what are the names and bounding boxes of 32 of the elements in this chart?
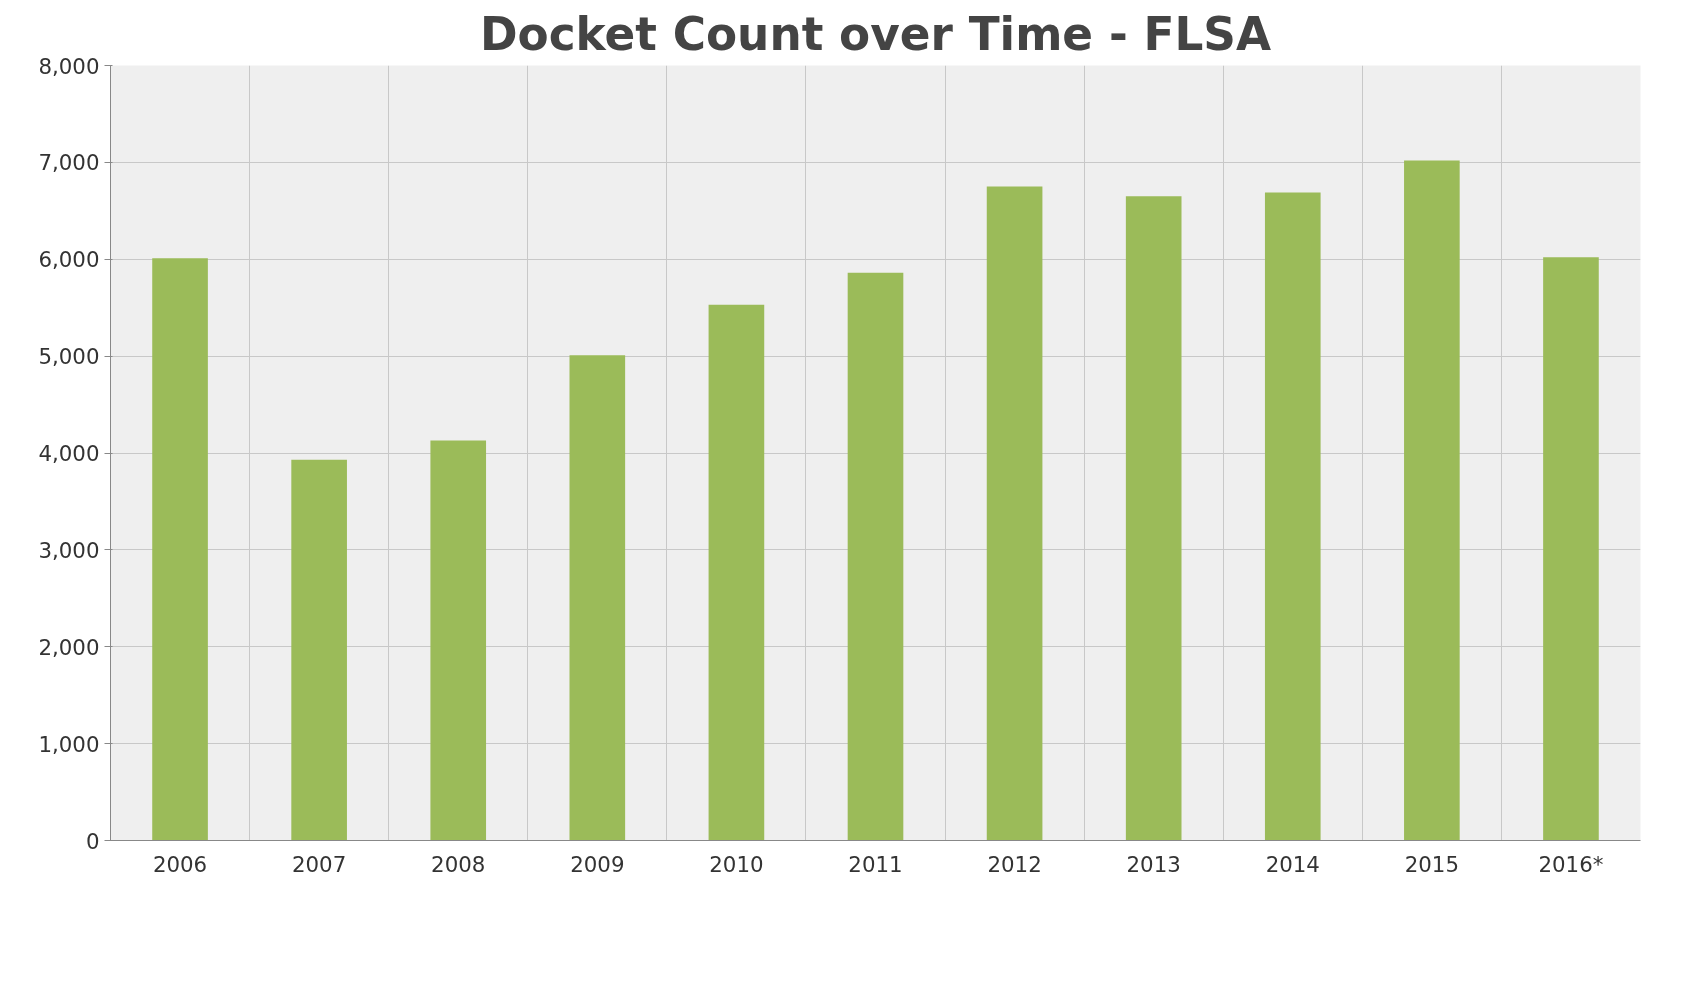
x-tick-label: 2014 — [1265, 851, 1320, 877]
x-tick-label: 2008 — [431, 851, 486, 877]
bar — [152, 258, 208, 841]
bar — [847, 272, 904, 841]
x-tick-label: 2016* — [1538, 851, 1604, 877]
bar — [569, 355, 626, 841]
chart-title: Docket Count over Time - FLSA — [479, 7, 1272, 61]
x-tick-label: 2007 — [292, 851, 347, 877]
y-tick-label: 0 — [85, 828, 100, 854]
x-tick-label: 2006 — [152, 851, 208, 877]
x-tick-label: 2009 — [570, 851, 625, 877]
y-tick-label: 8,000 — [38, 53, 100, 79]
bar — [986, 186, 1043, 841]
x-tick-label: 2013 — [1126, 851, 1181, 877]
y-tick-label: 6,000 — [38, 247, 100, 273]
bar — [1404, 160, 1460, 841]
y-tick-label: 2,000 — [38, 634, 100, 660]
x-tick-label: 2010 — [709, 851, 764, 877]
bar — [1543, 257, 1599, 841]
bar — [430, 440, 487, 841]
y-tick-label: 5,000 — [38, 344, 100, 370]
bar — [708, 304, 765, 841]
x-tick-label: 2012 — [987, 851, 1042, 877]
y-tick-label: 3,000 — [38, 537, 100, 563]
bar — [291, 459, 347, 841]
y-tick-label: 1,000 — [38, 731, 100, 757]
y-tick-label: 7,000 — [38, 150, 100, 176]
bar — [1264, 192, 1321, 841]
x-tick-label: 2015 — [1404, 851, 1460, 877]
x-tick-label: 2011 — [848, 851, 903, 877]
y-tick-label: 4,000 — [38, 441, 100, 466]
bar — [1125, 196, 1182, 841]
